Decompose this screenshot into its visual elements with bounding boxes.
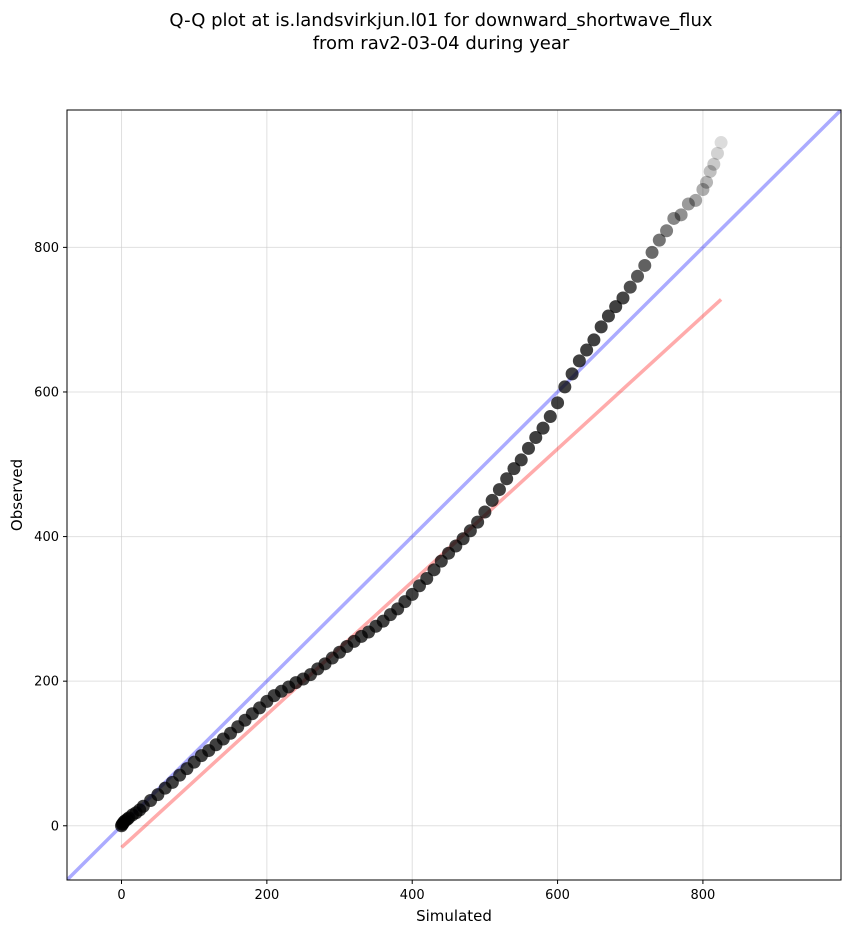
axes-frame: [66, 109, 842, 881]
quantile-point: [714, 136, 728, 150]
quantile-point: [652, 233, 666, 247]
quantile-point: [529, 431, 543, 445]
quantile-point: [587, 333, 601, 347]
x-tick-label: 200: [254, 888, 279, 903]
quantile-point: [631, 269, 645, 283]
quantile-point: [514, 453, 528, 467]
y-tick-label: 0: [51, 819, 59, 834]
plot-area: [67, 110, 841, 880]
quantile-point: [681, 197, 695, 211]
quantile-point: [536, 421, 550, 435]
quantile-point: [500, 472, 514, 486]
quantile-point: [521, 441, 535, 455]
quantile-point: [674, 208, 688, 222]
quantile-point: [492, 483, 506, 497]
quantile-point: [507, 462, 521, 476]
x-tick-label: 0: [117, 888, 125, 903]
quantile-point: [638, 258, 652, 272]
grid: [67, 110, 841, 880]
quantile-point: [594, 320, 608, 334]
quantile-point: [703, 164, 717, 178]
quantile-point: [478, 505, 492, 519]
quantile-point: [689, 193, 703, 207]
quantile-point: [558, 380, 572, 394]
chart-title-line-1: Q-Q plot at is.landsvirkjun.l01 for down…: [169, 10, 713, 31]
quantile-point: [565, 367, 579, 381]
x-tick-label: 400: [400, 888, 425, 903]
quantile-point: [700, 175, 714, 189]
quantile-point: [405, 587, 419, 601]
y-tick-label: 600: [34, 385, 59, 400]
quantile-point: [707, 157, 721, 171]
y-tick-label: 400: [34, 530, 59, 545]
one-to-one-line: [67, 110, 841, 880]
ticks: 0 200 400 600 800 0 200 400 600 800: [34, 241, 715, 903]
quantile-point: [471, 515, 485, 529]
quantile-point: [420, 572, 434, 586]
quantile-point: [572, 354, 586, 368]
quantile-point: [710, 146, 724, 160]
y-axis-label: Observed: [8, 459, 26, 531]
quantile-point: [463, 524, 477, 538]
y-tick-label: 200: [34, 675, 59, 690]
x-tick-label: 600: [545, 888, 570, 903]
quantile-point: [623, 280, 637, 294]
fit-line: [120, 298, 723, 849]
x-tick-label: 800: [691, 888, 716, 903]
chart-title-line-2: from rav2-03-04 during year: [313, 33, 570, 54]
quantile-point: [551, 396, 565, 410]
quantile-point: [580, 343, 594, 357]
quantile-point: [696, 183, 710, 197]
x-axis-label: Simulated: [416, 907, 492, 925]
quantile-point: [609, 300, 623, 314]
quantile-point: [616, 291, 630, 305]
y-tick-label: 800: [34, 241, 59, 256]
quantile-point: [543, 410, 557, 424]
quantile-point: [601, 309, 615, 323]
quantile-point: [667, 211, 681, 225]
quantile-point: [645, 245, 659, 259]
quantile-point: [485, 493, 499, 507]
quantile-point: [660, 224, 674, 238]
quantile-point: [427, 563, 441, 577]
